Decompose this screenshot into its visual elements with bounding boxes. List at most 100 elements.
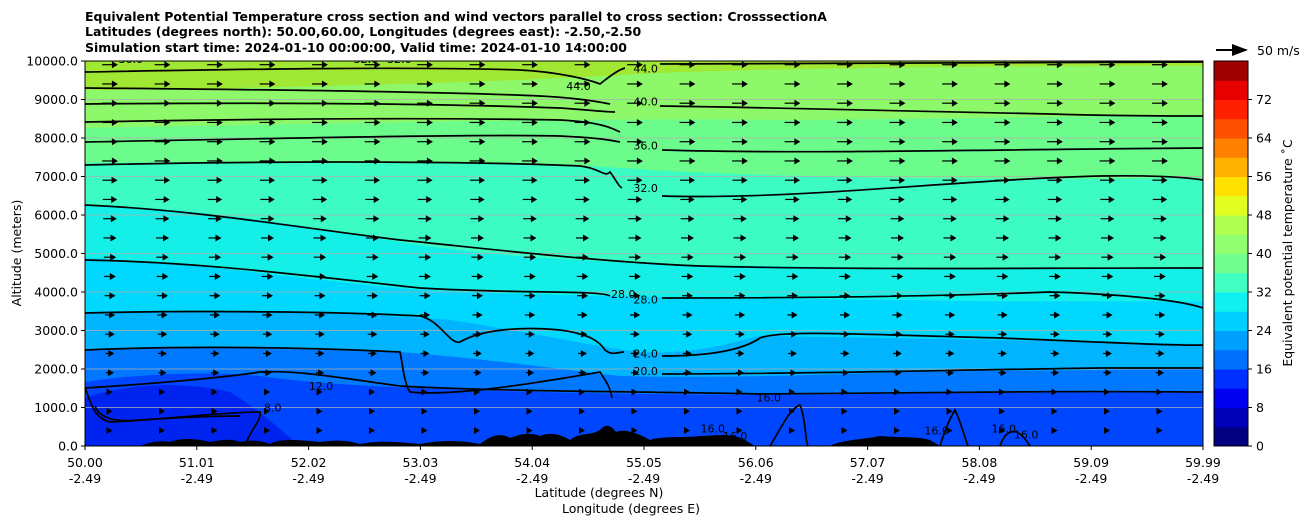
wind-arrow	[577, 330, 588, 338]
wind-arrow	[523, 215, 537, 223]
wind-arrow	[417, 195, 433, 203]
wind-arrow	[421, 407, 428, 415]
wind-arrow	[579, 407, 585, 415]
wind-arrow	[786, 272, 799, 280]
wind-arrow	[631, 407, 638, 415]
wind-arrow	[1155, 349, 1165, 357]
colorbar-segment	[1214, 80, 1248, 100]
wind-arrow	[1152, 138, 1168, 146]
wind-arrow	[839, 311, 851, 319]
wind-arrow	[999, 388, 1005, 396]
wind-arrow	[732, 138, 748, 146]
wind-arrow	[574, 157, 591, 165]
wind-arrow	[1047, 195, 1063, 203]
x-tick-label-lon: -2.49	[963, 471, 995, 486]
wind-arrow	[994, 99, 1011, 107]
wind-arrow	[942, 99, 958, 107]
contour-lines	[85, 61, 1203, 446]
y-tick-label: 7000.0	[34, 169, 78, 184]
wind-arrow	[575, 195, 590, 203]
wind-arrow	[155, 195, 170, 203]
wind-arrow	[210, 330, 220, 338]
wind-arrow	[995, 215, 1010, 223]
chart-title-line-1: Equivalent Potential Temperature cross s…	[85, 9, 827, 24]
wind-arrow	[789, 407, 795, 415]
wind-arrow	[684, 407, 690, 415]
contour-16-d	[939, 408, 969, 446]
wind-arrow	[628, 253, 642, 261]
colorbar-tick-label: 40	[1256, 246, 1272, 261]
wind-arrow	[1156, 407, 1163, 415]
wind-arrow	[785, 195, 800, 203]
wind-arrow	[473, 369, 482, 377]
wind-arrow	[630, 330, 640, 338]
wind-arrow	[419, 272, 431, 280]
wind-arrow	[210, 369, 220, 377]
wind-arrow	[525, 369, 535, 377]
y-tick-label: 3000.0	[34, 323, 78, 338]
wind-arrow	[207, 61, 223, 69]
wind-arrow	[942, 157, 958, 165]
wind-arrow	[945, 369, 955, 377]
wind-arrow	[838, 253, 852, 261]
wind-arrow	[889, 157, 906, 165]
wind-arrow	[157, 292, 168, 300]
wind-arrow	[1047, 118, 1063, 126]
wind-arrow	[417, 157, 433, 165]
wind-arrow	[159, 426, 165, 434]
wind-arrow	[524, 311, 536, 319]
wind-arrow	[894, 426, 900, 434]
wind-arrow	[1153, 215, 1167, 223]
wind-arrow	[264, 407, 270, 415]
wind-arrow	[946, 407, 953, 415]
wind-arrow	[579, 426, 585, 434]
wind-arrow	[996, 272, 1009, 280]
wind-arrow	[996, 253, 1009, 261]
wind-arrow	[103, 234, 117, 242]
wind-arrow	[577, 311, 588, 319]
wind-arrow	[1152, 99, 1168, 107]
wind-arrow	[106, 388, 113, 396]
quiver-key-label: 50 m/s	[1257, 43, 1300, 58]
wind-arrow	[154, 118, 171, 126]
x-tick-label-lon: -2.49	[628, 471, 660, 486]
wind-arrow	[366, 272, 379, 280]
wind-arrow	[418, 253, 432, 261]
chart-title-line-2: Latitudes (degrees north): 50.00,60.00, …	[85, 24, 642, 39]
x-tick-label-lon: -2.49	[292, 471, 324, 486]
wind-arrow	[312, 80, 328, 88]
wind-arrow	[417, 61, 433, 69]
wind-arrow	[1154, 292, 1166, 300]
wind-arrow	[840, 369, 850, 377]
wind-arrow	[1099, 176, 1116, 184]
wind-arrow	[1099, 118, 1116, 126]
wind-arrow	[733, 215, 747, 223]
wind-arrow	[994, 176, 1011, 184]
wind-arrow	[680, 215, 695, 223]
wind-arrow	[994, 138, 1011, 146]
wind-arrow	[260, 215, 275, 223]
wind-arrow	[682, 330, 693, 338]
x-axis: 50.00-2.4951.01-2.4952.02-2.4953.03-2.49…	[67, 446, 1221, 486]
wind-arrow	[787, 311, 798, 319]
wind-arrow	[574, 99, 591, 107]
wind-arrow	[417, 138, 433, 146]
wind-arrow	[944, 311, 956, 319]
wind-arrow	[262, 330, 273, 338]
wind-arrow	[575, 215, 590, 223]
colorbar-segment	[1214, 292, 1248, 312]
wind-arrow	[890, 215, 905, 223]
wind-arrow	[259, 176, 276, 184]
wind-arrow	[889, 118, 906, 126]
wind-arrow	[259, 80, 276, 88]
wind-arrow	[1152, 157, 1168, 165]
contour-label: 32.0	[633, 182, 658, 195]
wind-arrow	[837, 138, 853, 146]
wind-arrow	[1153, 234, 1167, 242]
wind-arrow	[473, 349, 482, 357]
wind-arrow	[576, 272, 589, 280]
wind-arrow	[158, 369, 167, 377]
contour-label: 40.0	[633, 95, 658, 108]
wind-arrow	[892, 292, 903, 300]
wind-arrow	[998, 349, 1007, 357]
